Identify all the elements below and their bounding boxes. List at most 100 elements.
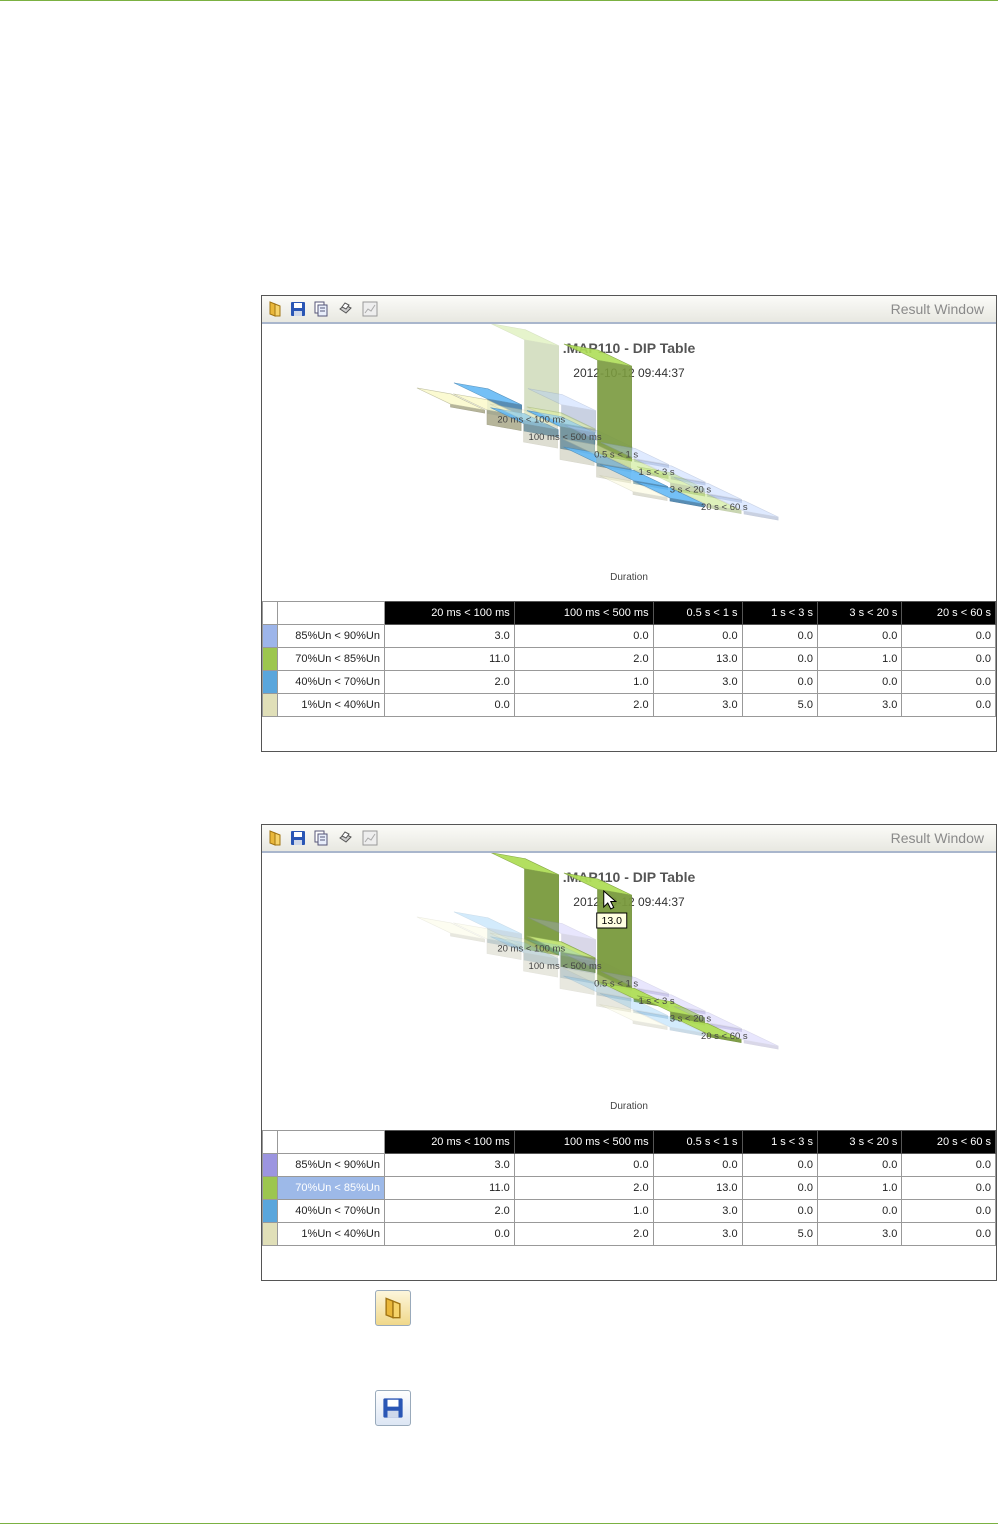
row-label[interactable]: 85%Un < 90%Un xyxy=(277,624,385,648)
category-label: 1 s < 3 s xyxy=(639,467,675,478)
category-label: 100 ms < 500 ms xyxy=(529,961,602,972)
table-cell: 5.0 xyxy=(741,693,818,717)
bar-3d xyxy=(490,936,559,967)
bar-3d xyxy=(599,1004,668,1031)
copy-icon[interactable] xyxy=(312,829,330,847)
export-icon[interactable] xyxy=(361,300,379,318)
table-cell: 1.0 xyxy=(513,670,654,694)
table-column-header[interactable]: 20 s < 60 s xyxy=(901,1130,996,1154)
category-label: 3 s < 20 s xyxy=(670,485,712,496)
table-column-header[interactable]: 20 ms < 100 ms xyxy=(384,601,515,625)
table-row[interactable]: 1%Un < 40%Un 0.0 2.0 3.0 5.0 3.0 0.0 xyxy=(262,693,996,717)
table-header-blank xyxy=(262,1130,278,1154)
bar-3d xyxy=(599,993,668,1020)
bar-3d xyxy=(526,935,595,996)
bar-3d xyxy=(563,343,632,462)
export-icon[interactable] xyxy=(361,829,379,847)
table-column-header[interactable]: 20 s < 60 s xyxy=(901,601,996,625)
category-label: 20 s < 60 s xyxy=(701,1031,748,1042)
category-label: 100 ms < 500 ms xyxy=(529,432,602,443)
table-column-header[interactable]: 3 s < 20 s xyxy=(816,601,903,625)
row-label[interactable]: 40%Un < 70%Un xyxy=(277,1199,385,1223)
table-row[interactable]: 1%Un < 40%Un 0.0 2.0 3.0 5.0 3.0 0.0 xyxy=(262,1222,996,1246)
dip-table: 20 ms < 100 ms 100 ms < 500 ms 0.5 s < 1 s… xyxy=(262,601,996,717)
bar-3d xyxy=(489,932,558,978)
table-cell: 11.0 xyxy=(384,647,515,671)
category-label: 3 s < 20 s xyxy=(670,1014,712,1025)
series-color-swatch xyxy=(262,1176,278,1200)
bar-3d xyxy=(600,453,669,480)
table-cell: 0.0 xyxy=(741,647,818,671)
table-cell: 0.0 xyxy=(652,624,743,648)
table-cell: 0.0 xyxy=(741,670,818,694)
series-color-swatch xyxy=(262,670,278,694)
table-header-blank xyxy=(277,601,385,625)
bar-3d xyxy=(453,911,522,950)
row-label[interactable]: 1%Un < 40%Un xyxy=(277,693,385,717)
table-column-header[interactable]: 0.5 s < 1 s xyxy=(652,601,743,625)
category-label: 20 ms < 100 ms xyxy=(497,944,565,955)
table-row[interactable]: 85%Un < 90%Un 3.0 0.0 0.0 0.0 0.0 0.0 xyxy=(262,1153,996,1177)
bar-3d xyxy=(636,1010,705,1037)
result-toolbar: Result Window xyxy=(262,296,996,324)
table-cell: 1.0 xyxy=(816,1176,903,1200)
row-label[interactable]: 70%Un < 85%Un xyxy=(277,647,385,671)
table-row[interactable]: 40%Un < 70%Un 2.0 1.0 3.0 0.0 0.0 0.0 xyxy=(262,670,996,694)
table-column-header[interactable]: 100 ms < 500 ms xyxy=(513,601,654,625)
table-cell: 3.0 xyxy=(816,1222,903,1246)
category-label: 1 s < 3 s xyxy=(639,996,675,1007)
table-column-header[interactable]: 1 s < 3 s xyxy=(741,1130,818,1154)
table-cell: 3.0 xyxy=(652,670,743,694)
table-row[interactable]: 70%Un < 85%Un 11.0 2.0 13.0 0.0 1.0 0.0 xyxy=(262,647,996,671)
copy-icon[interactable] xyxy=(312,300,330,318)
save-icon[interactable] xyxy=(289,829,307,847)
table-cell: 0.0 xyxy=(901,1199,996,1223)
table-cell: 3.0 xyxy=(816,693,903,717)
table-column-header[interactable]: 3 s < 20 s xyxy=(816,1130,903,1154)
table-cell: 5.0 xyxy=(741,1222,818,1246)
series-color-swatch xyxy=(262,1153,278,1177)
table-column-header[interactable]: 1 s < 3 s xyxy=(741,601,818,625)
series-color-swatch xyxy=(262,1222,278,1246)
bar-3d xyxy=(489,403,558,449)
table-cell: 3.0 xyxy=(652,1199,743,1223)
result-toolbar: Result Window xyxy=(262,825,996,853)
bar-3d xyxy=(490,407,559,438)
mouse-cursor-icon xyxy=(603,889,618,910)
save-icon[interactable] xyxy=(289,300,307,318)
table-cell: 0.0 xyxy=(741,1199,818,1223)
table-column-header[interactable]: 100 ms < 500 ms xyxy=(513,1130,654,1154)
print-icon[interactable] xyxy=(336,300,354,318)
open-icon xyxy=(375,1290,411,1326)
result-window: Result Window .MAP110 - DIP Table 2012-1… xyxy=(261,824,997,1281)
table-cell: 0.0 xyxy=(901,624,996,648)
chart-3d-bars: 20 ms < 100 ms 100 ms < 500 ms 0.5 s < 1 s… xyxy=(416,853,779,1112)
table-cell: 0.0 xyxy=(384,1222,515,1246)
table-cell: 0.0 xyxy=(901,1222,996,1246)
row-label[interactable]: 40%Un < 70%Un xyxy=(277,670,385,694)
row-label[interactable]: 1%Un < 40%Un xyxy=(277,1222,385,1246)
table-cell: 2.0 xyxy=(513,1176,654,1200)
dip-chart: .MAP110 - DIP Table 2012-10-12 09:44:37 … xyxy=(262,324,996,598)
row-label[interactable]: 70%Un < 85%Un xyxy=(277,1176,385,1200)
bar-3d xyxy=(636,466,705,497)
bar-3d xyxy=(600,442,669,469)
row-label[interactable]: 85%Un < 90%Un xyxy=(277,1153,385,1177)
category-label: 0.5 s < 1 s xyxy=(594,450,638,461)
open-icon[interactable] xyxy=(266,300,284,318)
table-row[interactable]: 40%Un < 70%Un 2.0 1.0 3.0 0.0 0.0 0.0 xyxy=(262,1199,996,1223)
table-row[interactable]: 70%Un < 85%Un 11.0 2.0 13.0 0.0 1.0 0.0 xyxy=(262,1176,996,1200)
table-cell: 0.0 xyxy=(901,670,996,694)
table-cell: 0.0 xyxy=(384,693,515,717)
open-icon[interactable] xyxy=(266,829,284,847)
window-title: Result Window xyxy=(890,301,984,317)
category-label: 0.5 s < 1 s xyxy=(594,979,638,990)
print-icon[interactable] xyxy=(336,829,354,847)
bar-3d xyxy=(673,1006,742,1033)
category-label: 20 ms < 100 ms xyxy=(497,415,565,426)
table-row[interactable]: 85%Un < 90%Un 3.0 0.0 0.0 0.0 0.0 0.0 xyxy=(262,624,996,648)
table-cell: 3.0 xyxy=(652,1222,743,1246)
table-cell: 0.0 xyxy=(816,670,903,694)
table-column-header[interactable]: 0.5 s < 1 s xyxy=(652,1130,743,1154)
table-column-header[interactable]: 20 ms < 100 ms xyxy=(384,1130,515,1154)
